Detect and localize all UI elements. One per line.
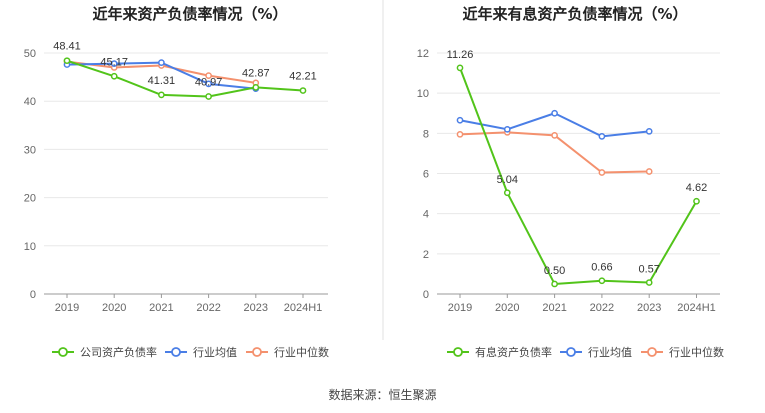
x-tick-label: 2020	[495, 302, 519, 314]
y-tick-label: 12	[417, 48, 429, 60]
x-tick-label: 2022	[196, 302, 220, 314]
data-label: 42.87	[242, 67, 270, 79]
chart-debt-ratio: 近年来资产负债率情况（%） 0 10 20 30 40 50 2019 2020 2021 2022…	[24, 5, 329, 359]
data-point	[110, 60, 118, 67]
data-label: 42.21	[289, 71, 317, 83]
x-tick-label: 2023	[244, 302, 268, 314]
y-tick-label: 20	[24, 193, 36, 205]
y-tick-label: 6	[423, 169, 429, 181]
x-tick-label: 2023	[637, 302, 661, 314]
data-label: 0.57	[638, 264, 659, 276]
data-point	[645, 127, 653, 135]
data-point	[299, 87, 307, 94]
y-tick-label: 8	[423, 128, 429, 140]
data-label: 0.66	[591, 262, 612, 274]
series-line	[459, 67, 698, 285]
y-tick-label: 10	[417, 88, 429, 100]
data-point	[252, 84, 260, 91]
data-label: 4.62	[686, 182, 707, 194]
chart-title: 近年来有息资产负债率情况（%）	[462, 5, 687, 23]
x-tick-label: 2021	[542, 302, 566, 314]
data-point	[503, 125, 511, 133]
data-label: 41.31	[148, 75, 176, 87]
data-point	[110, 72, 118, 80]
data-point	[456, 116, 464, 124]
legend-label[interactable]: 有息资产负债率	[475, 345, 552, 359]
data-point	[205, 72, 212, 80]
data-point	[551, 109, 558, 117]
y-tick-label: 30	[24, 144, 36, 156]
chart-title: 近年来资产负债率情况（%）	[92, 5, 287, 23]
data-point	[551, 131, 558, 139]
legend-swatch-marker[interactable]	[647, 347, 657, 357]
series-line	[66, 59, 304, 98]
x-tick-label: 2019	[448, 302, 472, 314]
legend-label[interactable]: 行业中位数	[274, 345, 329, 359]
data-label: 11.26	[447, 49, 474, 61]
x-tick-label: 2021	[149, 302, 173, 314]
data-label: 48.41	[53, 41, 81, 53]
y-tick-label: 0	[30, 289, 36, 301]
data-point	[503, 189, 511, 197]
data-point	[205, 80, 212, 88]
data-point	[645, 279, 653, 286]
legend-label[interactable]: 公司资产负债率	[80, 345, 157, 359]
data-source-note: 数据来源：恒生聚源	[328, 388, 437, 402]
data-point	[158, 59, 165, 66]
y-tick-label: 4	[423, 209, 429, 221]
legend-swatch-marker[interactable]	[252, 347, 262, 357]
chart-interest-debt-ratio: 近年来有息资产负债率情况（%） 0 2 4 6 8 10 12 2019 2020 2021 2022…	[417, 5, 724, 359]
data-point	[645, 168, 653, 175]
data-point	[551, 280, 558, 288]
data-point	[205, 93, 212, 100]
data-label: 40.97	[195, 77, 223, 89]
legend-swatch-marker[interactable]	[566, 347, 576, 357]
data-label: 45.17	[100, 56, 128, 68]
y-tick-label: 2	[423, 249, 429, 261]
data-point	[456, 64, 464, 72]
data-point	[598, 277, 606, 285]
y-tick-label: 10	[24, 241, 36, 253]
y-tick-label: 40	[24, 96, 36, 108]
legend-label[interactable]: 行业均值	[193, 346, 237, 359]
data-point	[693, 197, 700, 205]
x-tick-label: 2020	[102, 302, 126, 314]
y-tick-label: 50	[24, 48, 36, 60]
x-tick-label: 2022	[590, 302, 614, 314]
legend-swatch-marker[interactable]	[58, 347, 68, 357]
data-point	[63, 57, 71, 65]
data-label: 0.50	[544, 265, 565, 277]
legend-label[interactable]: 行业均值	[588, 346, 632, 359]
data-point	[598, 169, 606, 176]
data-point	[456, 130, 464, 138]
data-label: 5.04	[497, 174, 518, 186]
legend-swatch-marker[interactable]	[171, 347, 181, 357]
x-tick-label: 2024H1	[677, 302, 716, 314]
y-tick-label: 0	[423, 289, 429, 301]
legend-label[interactable]: 行业中位数	[669, 345, 724, 359]
x-tick-label: 2019	[55, 302, 79, 314]
data-point	[598, 132, 606, 140]
x-tick-label: 2024H1	[284, 302, 323, 314]
legend-swatch-marker[interactable]	[453, 347, 463, 357]
data-point	[158, 91, 165, 99]
